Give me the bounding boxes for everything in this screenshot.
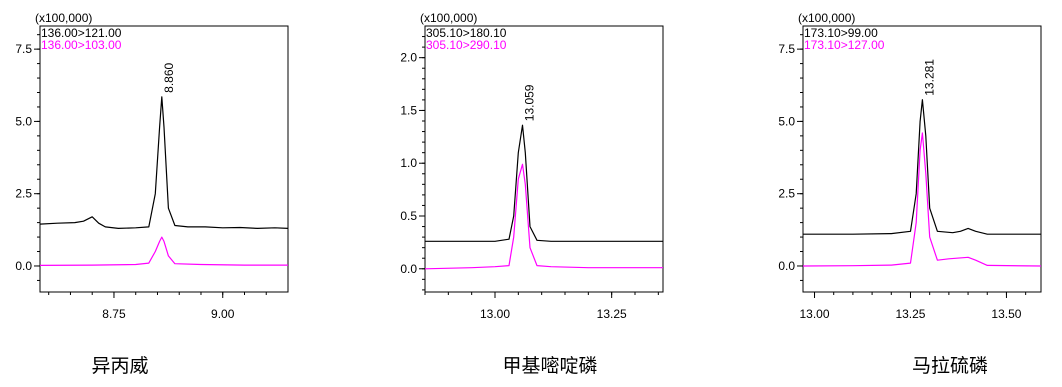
series-label-2: 173.10>127.00 <box>804 38 885 52</box>
chart-panel-2: (x100,000) 0.0 0.5 1.0 1.5 2.0 13.00 13.25 305.1… <box>400 11 664 377</box>
x-tick-label: 8.75 <box>102 307 126 321</box>
chart-panel-3: (x100,000) 0.0 2.5 5.0 7.5 13.00 13.25 13.50 173… <box>778 11 1042 377</box>
y-tick-label: 7.5 <box>778 42 795 56</box>
plot-frame <box>39 25 289 293</box>
y-tick-label: 2.5 <box>15 187 32 201</box>
series-label-1: 305.10>180.10 <box>426 26 507 40</box>
chart-panel-1: (x100,000) 0.0 2.5 5.0 7.5 8.75 9.00 136.00>121… <box>15 11 289 377</box>
compound-caption: 马拉硫磷 <box>912 355 988 377</box>
y-tick-label: 0.0 <box>778 259 795 273</box>
plot-frame <box>424 25 664 293</box>
y-tick-label: 0.0 <box>15 259 32 273</box>
y-tick-label: 1.5 <box>400 103 417 117</box>
y-multiplier-label: (x100,000) <box>798 11 855 25</box>
peak-retention-label: 13.059 <box>523 84 537 121</box>
x-tick-label: 9.00 <box>211 307 235 321</box>
series-trace-2 <box>424 163 663 270</box>
peak-retention-label: 13.281 <box>922 59 936 96</box>
y-tick-label: 0.5 <box>400 209 417 223</box>
series-trace-1 <box>803 99 1041 235</box>
plot-frame <box>802 25 1042 293</box>
series-label-1: 173.10>99.00 <box>804 26 878 40</box>
y-tick-label: 5.0 <box>15 114 32 128</box>
series-trace-1 <box>39 96 289 229</box>
y-multiplier-label: (x100,000) <box>420 11 477 25</box>
y-tick-label: 7.5 <box>15 42 32 56</box>
y-tick-label: 2.0 <box>400 51 417 65</box>
series-label-2: 136.00>103.00 <box>41 38 122 52</box>
x-tick-label: 13.00 <box>800 307 830 321</box>
y-tick-label: 1.0 <box>400 156 417 170</box>
x-tick-label: 13.50 <box>991 307 1021 321</box>
x-tick-label: 13.25 <box>895 307 925 321</box>
compound-caption: 甲基嘧啶磷 <box>502 355 597 377</box>
series-trace-2 <box>39 236 288 266</box>
x-tick-label: 13.00 <box>480 307 510 321</box>
y-tick-label: 2.5 <box>778 187 795 201</box>
compound-caption: 异丙威 <box>91 355 148 377</box>
series-label-1: 136.00>121.00 <box>41 26 122 40</box>
y-tick-label: 0.0 <box>400 262 417 276</box>
y-multiplier-label: (x100,000) <box>35 11 92 25</box>
series-trace-1 <box>425 124 663 242</box>
series-label-2: 305.10>290.10 <box>426 38 507 52</box>
x-tick-label: 13.25 <box>597 307 627 321</box>
peak-retention-label: 8.860 <box>162 62 176 92</box>
y-tick-label: 5.0 <box>778 114 795 128</box>
series-trace-2 <box>802 132 1042 267</box>
